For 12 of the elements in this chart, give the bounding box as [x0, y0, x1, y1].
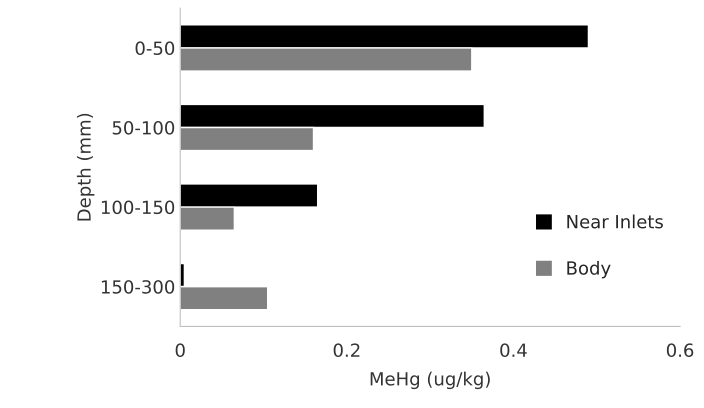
y-tick-label: 50-100: [112, 120, 174, 135]
y-tick-label: 0-50: [136, 41, 174, 56]
x-axis-title: MeHg (ug/kg): [370, 372, 490, 390]
y-tick-label: 100-150: [102, 200, 174, 214]
legend-label: Near Inlets: [567, 214, 663, 228]
x-tick-label: 0.6: [666, 343, 694, 358]
y-axis-title: Depth (mm): [76, 114, 94, 221]
legend-label: Body: [567, 260, 611, 278]
x-tick-label: 0.4: [500, 343, 527, 358]
y-tick-label: 150-300: [102, 280, 174, 294]
x-tick-label: 0.2: [334, 343, 360, 358]
x-tick-label: 0: [176, 343, 185, 358]
